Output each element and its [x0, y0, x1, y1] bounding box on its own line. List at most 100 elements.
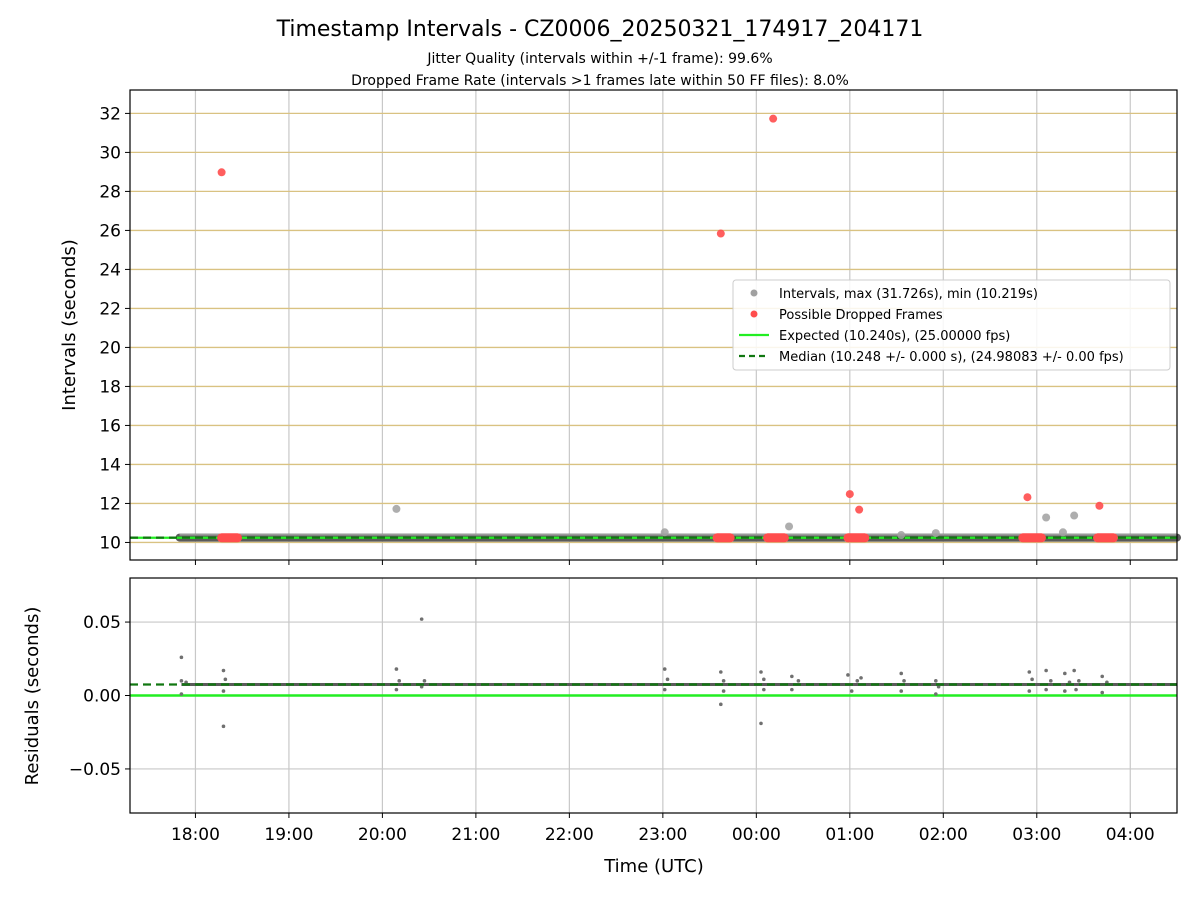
residual-point	[1027, 670, 1032, 674]
residual-point	[719, 702, 723, 707]
residual-point	[790, 674, 794, 679]
residual-point	[849, 689, 854, 693]
xtick-label: 01:00	[825, 825, 874, 845]
residual-point	[1100, 690, 1105, 695]
residual-point	[397, 679, 402, 683]
residual-point	[721, 689, 726, 693]
residual-point	[1044, 668, 1048, 673]
residual-point	[790, 687, 794, 692]
dropped-frame-point	[1023, 493, 1032, 502]
top-ytick-label: 22	[99, 299, 121, 319]
interval-point	[392, 504, 401, 513]
residual-point	[1074, 687, 1078, 692]
chart-subtitle-dropped: Dropped Frame Rate (intervals >1 frames …	[351, 73, 849, 89]
top-ytick-label: 26	[99, 221, 121, 241]
residual-point	[662, 667, 667, 671]
top-ytick-label: 14	[99, 455, 121, 475]
residual-point	[719, 670, 723, 674]
xtick-label: 21:00	[451, 825, 500, 845]
top-ytick-label: 12	[99, 494, 121, 514]
bottom-ytick-label: −0.05	[69, 760, 121, 780]
residual-point	[902, 679, 906, 683]
residual-point	[899, 671, 904, 676]
residual-point	[422, 679, 427, 683]
legend-label: Median (10.248 +/- 0.000 s), (24.98083 +…	[779, 350, 1124, 365]
top-ytick-label: 18	[99, 377, 121, 397]
top-axes-frame	[129, 89, 1178, 561]
residual-point	[1048, 679, 1053, 683]
interval-point	[1070, 511, 1079, 520]
xtick-label: 19:00	[264, 825, 313, 845]
residual-point	[662, 687, 667, 692]
top-ytick-label: 28	[99, 182, 121, 202]
dropped-frame-point	[716, 229, 725, 238]
x-axis-label: Time (UTC)	[603, 856, 704, 877]
residual-point	[1077, 679, 1081, 683]
dropped-frame-point	[769, 114, 778, 123]
interval-point	[1042, 513, 1051, 522]
xtick-label: 04:00	[1106, 825, 1155, 845]
dropped-frame-point	[855, 505, 864, 514]
residual-point	[179, 655, 184, 660]
residual-point	[1044, 687, 1048, 692]
top-ytick-label: 16	[99, 416, 121, 436]
residual-point	[899, 689, 904, 693]
bottom-ytick-label: 0.00	[83, 687, 121, 707]
residual-point	[846, 673, 850, 677]
top-ytick-label: 20	[99, 338, 121, 358]
interval-point	[931, 529, 940, 538]
residual-point	[1063, 671, 1067, 676]
residual-point	[1027, 689, 1032, 693]
top-panel: 10 12 14 16 18 20 22 24 26 28 30 32 Intervals, max (…	[99, 89, 1181, 565]
residual-point	[179, 692, 184, 696]
residual-point	[855, 679, 860, 683]
legend: Intervals, max (31.726s), min (10.219s) P…	[732, 279, 1171, 371]
residual-point	[762, 677, 766, 682]
top-ytick-label: 32	[99, 104, 121, 124]
legend-label: Expected (10.240s), (25.00000 fps)	[779, 329, 1010, 344]
top-ytick-label: 24	[99, 260, 121, 280]
dropped-frame-point	[217, 168, 226, 177]
residual-point	[1063, 689, 1067, 693]
interval-point	[660, 528, 669, 537]
legend-box	[732, 279, 1171, 371]
residual-point	[419, 617, 424, 621]
xtick-label: 00:00	[732, 825, 781, 845]
residual-point	[759, 721, 763, 726]
xtick-label: 22:00	[545, 825, 594, 845]
xtick-label: 03:00	[1012, 825, 1061, 845]
xtick-label: 20:00	[358, 825, 407, 845]
residual-point	[221, 689, 226, 693]
residual-point	[394, 687, 399, 692]
chart-title: Timestamp Intervals - CZ0006_20250321_17…	[276, 17, 924, 42]
legend-marker	[750, 289, 758, 297]
residual-point	[179, 679, 184, 683]
residual-point	[1030, 677, 1034, 682]
bottom-ytick-label: 0.05	[83, 613, 121, 633]
interval-point	[785, 522, 794, 531]
residual-point	[221, 668, 226, 673]
residual-point	[1072, 668, 1076, 673]
residual-point	[859, 676, 863, 680]
interval-point	[897, 531, 906, 540]
dropped-frame-point	[1095, 501, 1104, 510]
legend-label: Intervals, max (31.726s), min (10.219s)	[779, 287, 1038, 302]
residual-point	[934, 679, 938, 683]
top-ylabel: Intervals (seconds)	[59, 239, 80, 411]
xtick-label: 18:00	[171, 825, 220, 845]
top-ytick-label: 30	[99, 143, 121, 163]
residual-point	[796, 679, 801, 683]
dropped-frame-point	[845, 490, 854, 499]
bottom-ylabel: Residuals (seconds)	[22, 607, 43, 786]
residual-point	[665, 677, 670, 682]
xtick-label: 23:00	[638, 825, 687, 845]
bottom-panel: 0.05 0.00 −0.05 18:00 19:00 20:00 21:00 22:00 23…	[69, 577, 1178, 845]
residual-point	[934, 692, 938, 696]
residual-point	[762, 687, 766, 692]
residual-point	[394, 667, 399, 671]
top-ytick-label: 10	[99, 533, 121, 553]
legend-marker	[750, 310, 758, 318]
residual-point	[1100, 674, 1105, 679]
